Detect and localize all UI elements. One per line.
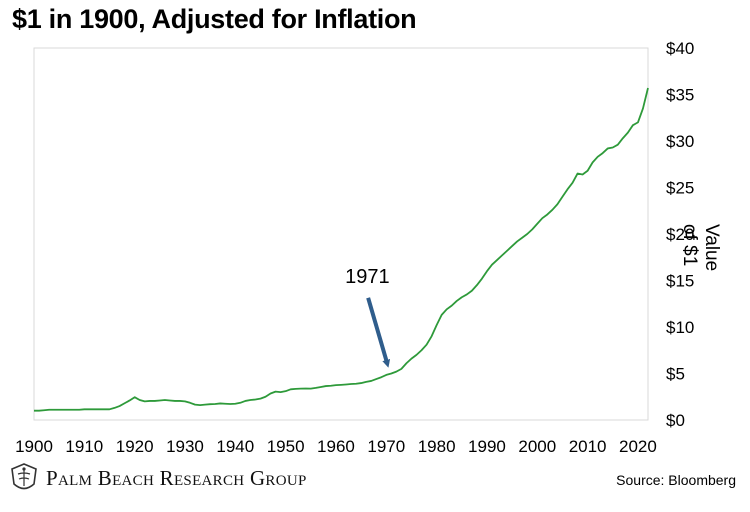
x-tick-label: 2020	[619, 437, 657, 456]
y-tick-label: $25	[666, 179, 694, 198]
brand-logo: Palm Beach Research Group	[8, 462, 307, 494]
y-tick-label: $15	[666, 272, 694, 291]
chart-title: $1 in 1900, Adjusted for Inflation	[12, 4, 417, 34]
x-tick-label: 1900	[15, 437, 53, 456]
annotation-arrow	[366, 297, 391, 368]
x-tick-label: 1970	[367, 437, 405, 456]
x-tick-label: 1990	[468, 437, 506, 456]
y-tick-label: $40	[666, 39, 694, 58]
source-note: Source: Bloomberg	[616, 472, 736, 488]
x-tick-label: 2010	[569, 437, 607, 456]
y-axis-label: Value of $1	[679, 224, 722, 272]
y-tick-label: $35	[666, 86, 694, 105]
x-tick-label: 1940	[216, 437, 254, 456]
series-line	[34, 87, 649, 412]
x-tick-label: 1930	[166, 437, 204, 456]
x-tick-label: 1960	[317, 437, 355, 456]
crest-icon	[11, 463, 37, 490]
annotation-label: 1971	[345, 266, 390, 288]
y-tick-label: $5	[666, 365, 685, 384]
x-tick-label: 1920	[116, 437, 154, 456]
y-tick-label: $0	[666, 411, 685, 430]
x-tick-label: 1950	[267, 437, 305, 456]
x-tick-label: 1980	[418, 437, 456, 456]
y-tick-label: $10	[666, 318, 694, 337]
brand-name: Palm Beach Research Group	[46, 465, 307, 490]
plot-area	[33, 47, 649, 421]
y-tick-label: $30	[666, 132, 694, 151]
x-tick-label: 1910	[65, 437, 103, 456]
x-tick-label: 2000	[518, 437, 556, 456]
y-tick-label: $20	[666, 225, 694, 244]
